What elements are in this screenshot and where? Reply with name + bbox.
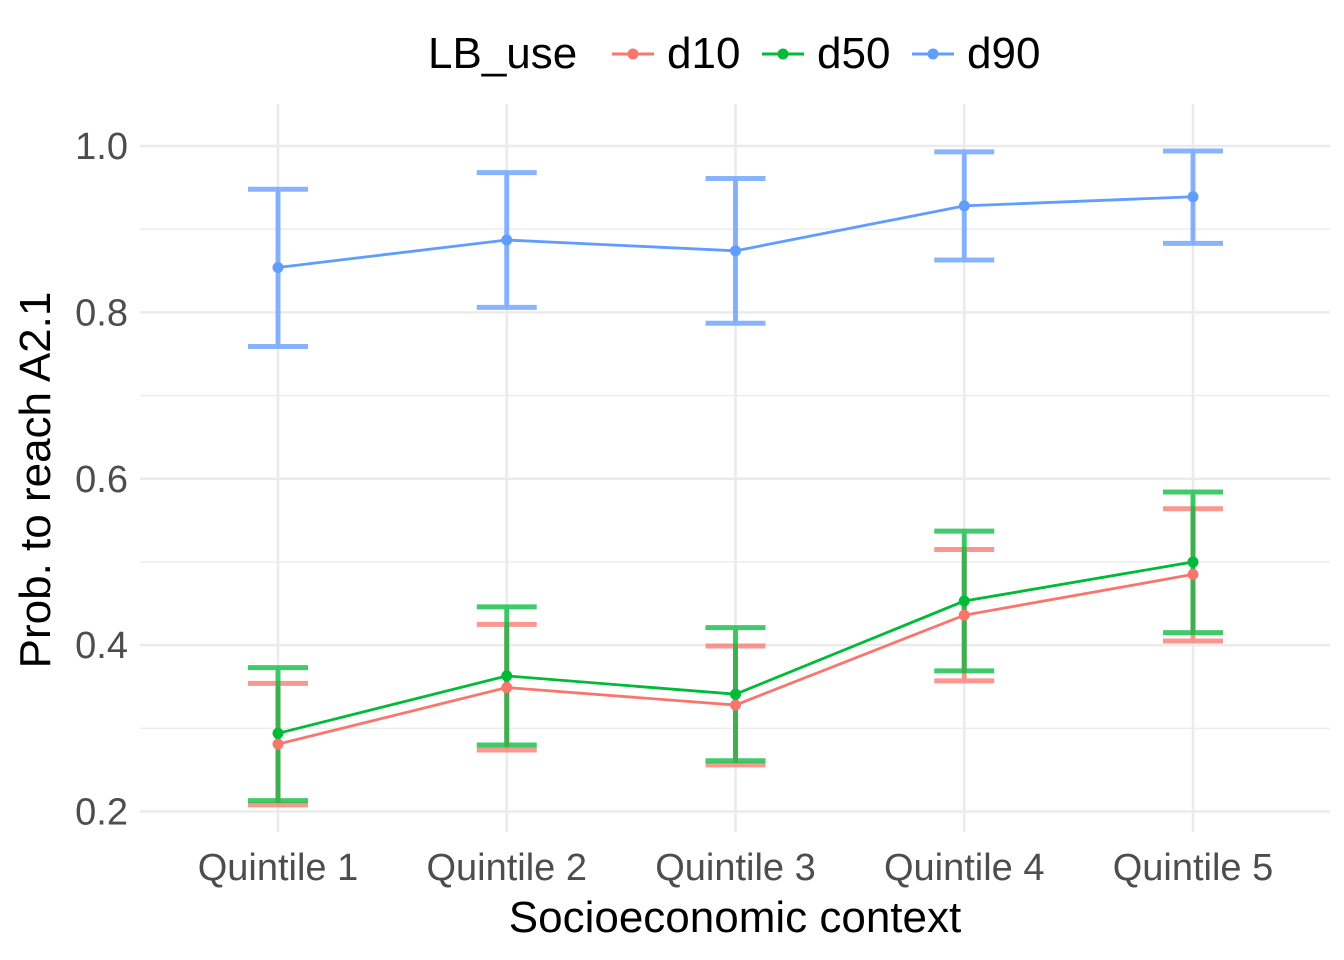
point-d90 (1187, 191, 1199, 203)
x-axis-ticks: Quintile 1 Quintile 2 Quintile 3 Quintile 4… (198, 847, 1274, 889)
y-axis-title: Prob. to reach A2.1 (11, 292, 60, 669)
point-d50 (958, 595, 970, 607)
point-d10 (272, 738, 284, 750)
point-d50 (730, 688, 741, 700)
y-tick-label: 0.4 (75, 625, 128, 667)
point-d50 (1187, 556, 1199, 568)
legend-point (627, 48, 639, 60)
point-d10 (958, 609, 970, 621)
x-tick-label: Quintile 2 (426, 847, 587, 889)
point-d50 (501, 670, 513, 682)
y-tick-label: 0.6 (75, 459, 128, 501)
legend-key-d50 (762, 48, 804, 60)
x-tick-label: Quintile 5 (1113, 847, 1274, 889)
y-tick-label: 1.0 (75, 126, 128, 168)
point-d50 (272, 727, 284, 739)
point-d90 (501, 234, 513, 246)
point-d10 (730, 699, 741, 711)
point-d90 (958, 200, 970, 212)
x-tick-label: Quintile 4 (884, 847, 1045, 889)
legend-label-d10: d10 (667, 29, 740, 78)
x-axis-title: Socioeconomic context (509, 893, 961, 942)
legend-key-d90 (912, 48, 954, 60)
legend-point (777, 48, 789, 60)
x-tick-label: Quintile 1 (198, 847, 359, 889)
point-d90 (272, 261, 284, 273)
point-d10 (501, 682, 513, 694)
x-tick-label: Quintile 3 (655, 847, 816, 889)
legend-key-d10 (612, 48, 654, 60)
series-points (272, 191, 1199, 750)
legend: LB_use d10 d50 d90 (428, 29, 1040, 78)
legend-title: LB_use (428, 29, 577, 78)
legend-label-d50: d50 (817, 29, 890, 78)
y-axis-ticks: 0.2 0.4 0.6 0.8 1.0 (75, 126, 128, 834)
legend-point (927, 48, 939, 60)
legend-label-d90: d90 (967, 29, 1040, 78)
y-tick-label: 0.8 (75, 292, 128, 334)
y-tick-label: 0.2 (75, 792, 128, 834)
point-d10 (1187, 568, 1199, 580)
point-d90 (730, 245, 741, 257)
